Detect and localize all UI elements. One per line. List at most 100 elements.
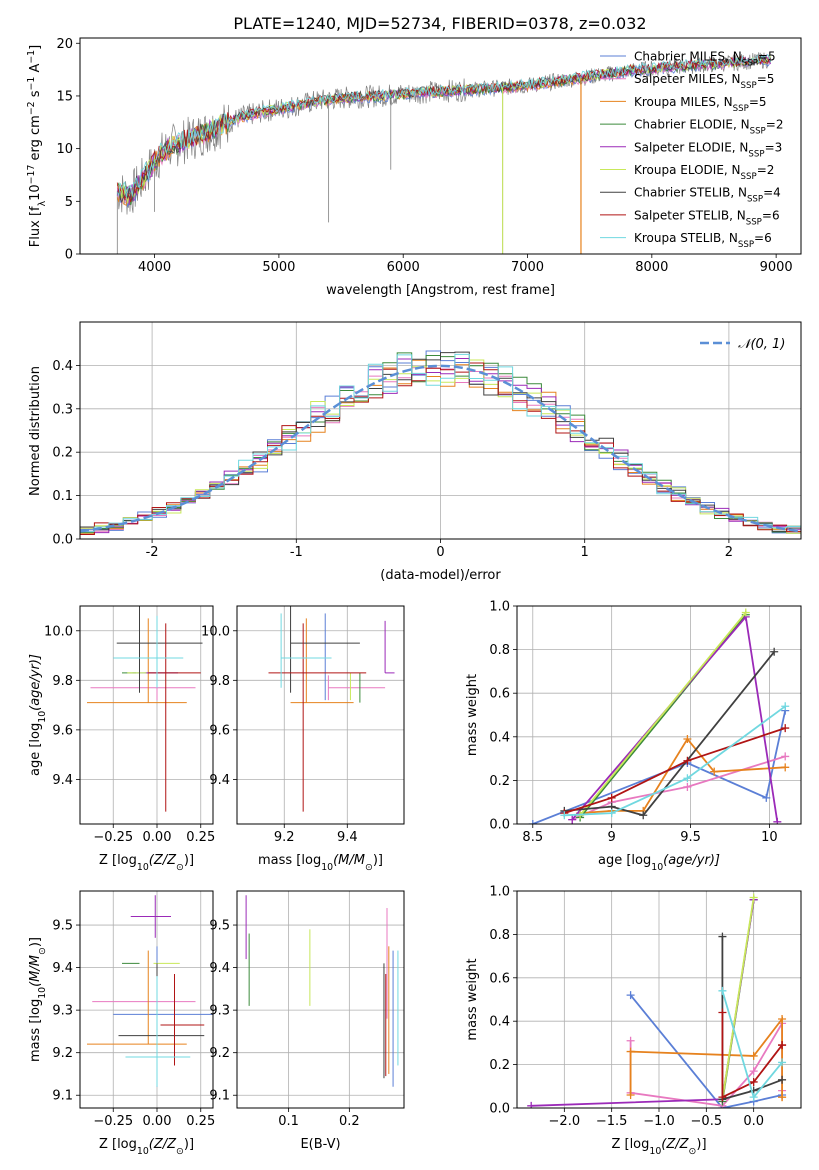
x-tick-label: 0	[436, 545, 444, 560]
axes-mass_vs_ebv: 0.1 0.2 9.1 9.2 9.3 9.4 9.5	[209, 890, 405, 1129]
series-line-chabrier_miles	[532, 710, 787, 824]
y-tick-label: 20	[56, 37, 73, 52]
y-tick-label: 0	[65, 248, 73, 263]
y-tick-label: 5	[65, 195, 73, 210]
series-point-kroupa_stelib	[560, 811, 569, 820]
x-axis-label: (data-model)/error	[380, 568, 501, 583]
series-point-chabrier_stelib	[778, 1075, 787, 1084]
plot-area-spectrum	[116, 52, 772, 254]
x-tick-label: 7000	[511, 260, 544, 275]
x-tick-label: 9000	[760, 260, 793, 275]
y-axis-label: Normed distribution	[28, 366, 43, 496]
series-point-chabrier_stelib	[718, 932, 727, 941]
x-axis-label: wavelength [Angstrom, rest frame]	[326, 283, 555, 298]
x-tick-label: 0.25	[186, 1114, 215, 1129]
y-tick-label: 9.3	[209, 1004, 230, 1019]
y-tick-label: 15	[56, 89, 73, 104]
series-point-kroupa_stelib	[749, 1093, 758, 1102]
x-tick-label: 5000	[262, 260, 295, 275]
y-tick-label: 9.4	[209, 961, 230, 976]
series-point-chabrier_stelib	[639, 811, 648, 820]
y-tick-label: 9.8	[209, 674, 230, 689]
y-axis-label: mass [log10(M/M⊙)]	[28, 937, 48, 1062]
axes-spectrum: 4000 5000 6000 7000 8000 9000 0 5 10 15 20	[56, 37, 802, 275]
model-spectrum-kroupa_stelib	[116, 53, 772, 198]
legend-label-chabrier_miles: Chabrier MILES, NSSP=5	[634, 50, 776, 69]
legend-label-chabrier_elodie: Chabrier ELODIE, NSSP=2	[634, 118, 783, 137]
series-point-salpeter_stelib	[749, 1077, 758, 1086]
series-point-salpeter_elodie	[527, 1101, 536, 1108]
y-tick-label: 0.1	[52, 489, 73, 504]
plot-area-age_vs_mass	[268, 606, 395, 812]
series-point-chabrier_miles	[528, 820, 537, 824]
y-axis-label: mass weight	[465, 958, 480, 1040]
series-point-kroupa_miles	[683, 734, 692, 743]
series-point-kroupa_miles	[710, 767, 719, 776]
series-line-salpeter_stelib	[564, 727, 786, 814]
axes-frame	[79, 605, 214, 825]
x-tick-label: 0.2	[339, 1114, 360, 1129]
series-point-salpeter_stelib	[778, 1041, 787, 1050]
axes-age_vs_Z: −0.25 0.00 0.25 9.4 9.6 9.8 10.0	[44, 605, 215, 845]
series-point-kroupa_stelib	[683, 774, 692, 783]
series-line-salpeter_stelib	[721, 1012, 783, 1099]
series-point-kroupa_stelib	[718, 986, 727, 995]
x-axis-label: age [log10(age/yr)]	[598, 853, 720, 873]
figure-title: PLATE=1240, MJD=52734, FIBERID=0378, z=0…	[233, 14, 646, 33]
y-tick-label: 0.6	[489, 687, 510, 702]
x-axis-label: Z [log10(Z/Z⊙)]	[99, 1137, 194, 1157]
axes-residual_histogram: -2 -1 0 1 2 0.0 0.1 0.2 0.3 0.4	[52, 321, 802, 560]
y-tick-label: 0.6	[489, 971, 510, 986]
y-tick-label: 0.2	[52, 446, 73, 461]
x-tick-label: −0.25	[93, 830, 133, 845]
series-point-kroupa_miles	[778, 1015, 787, 1024]
series-point-salpeter_stelib	[781, 724, 790, 733]
x-tick-label: 2	[725, 545, 733, 560]
series-point-salpeter_stelib	[718, 1008, 727, 1017]
series-point-salpeter_miles	[626, 1036, 635, 1045]
y-tick-label: 9.1	[52, 1089, 73, 1104]
y-tick-label: 9.6	[209, 723, 230, 738]
series-point-kroupa_miles	[781, 763, 790, 772]
x-tick-label: 0.00	[143, 1114, 172, 1129]
legend-label-salpeter_elodie: Salpeter ELODIE, NSSP=3	[634, 140, 782, 159]
legend-label-kroupa_elodie: Kroupa ELODIE, NSSP=2	[634, 163, 774, 182]
series-line-chabrier_stelib	[721, 936, 783, 1101]
y-tick-label: 0.4	[489, 1015, 510, 1030]
legend-label-kroupa_stelib: Kroupa STELIB, NSSP=6	[634, 231, 772, 250]
y-tick-label: 9.8	[52, 674, 73, 689]
series-line-kroupa_elodie	[721, 897, 755, 1100]
x-tick-label: 1	[581, 545, 589, 560]
y-tick-label: 9.4	[209, 773, 230, 788]
y-tick-label: 9.4	[52, 961, 73, 976]
x-tick-label: 9.5	[680, 830, 701, 845]
y-tick-label: 1.0	[489, 600, 510, 615]
x-tick-label: −0.5	[691, 1114, 723, 1129]
series-line-kroupa_elodie	[579, 611, 747, 816]
x-tick-label: −2.0	[549, 1114, 581, 1129]
series-point-salpeter_miles	[749, 1067, 758, 1076]
y-tick-label: 9.2	[209, 1046, 230, 1061]
spectrum-legend: Chabrier MILES, NSSP=5 Salpeter MILES, NS…	[600, 50, 783, 250]
plot-area-age_vs_Z	[87, 606, 203, 812]
y-tick-label: 9.6	[52, 723, 73, 738]
series-point-kroupa_stelib	[607, 809, 616, 818]
series-point-chabrier_miles	[626, 991, 635, 1000]
legend-label-salpeter_miles: Salpeter MILES, NSSP=5	[634, 72, 774, 91]
x-tick-label: 4000	[138, 260, 171, 275]
normal-curve	[80, 364, 801, 533]
y-tick-label: 0.0	[52, 533, 73, 548]
y-tick-label: 9.5	[209, 919, 230, 934]
x-axis-label: mass [log10(M/M⊙)]	[258, 853, 383, 873]
series-point-kroupa_miles	[626, 1090, 635, 1099]
x-axis-label: Z [log10(Z/Z⊙)]	[611, 1137, 706, 1157]
series-point-salpeter_miles	[683, 782, 692, 791]
x-tick-label: -2	[146, 545, 159, 560]
y-tick-label: 0.2	[489, 774, 510, 789]
y-tick-label: 0.3	[52, 402, 73, 417]
y-tick-label: 10	[56, 142, 73, 157]
x-tick-label: −0.25	[93, 1114, 133, 1129]
y-tick-label: 9.5	[52, 919, 73, 934]
x-axis-label: Z [log10(Z/Z⊙)]	[99, 853, 194, 873]
